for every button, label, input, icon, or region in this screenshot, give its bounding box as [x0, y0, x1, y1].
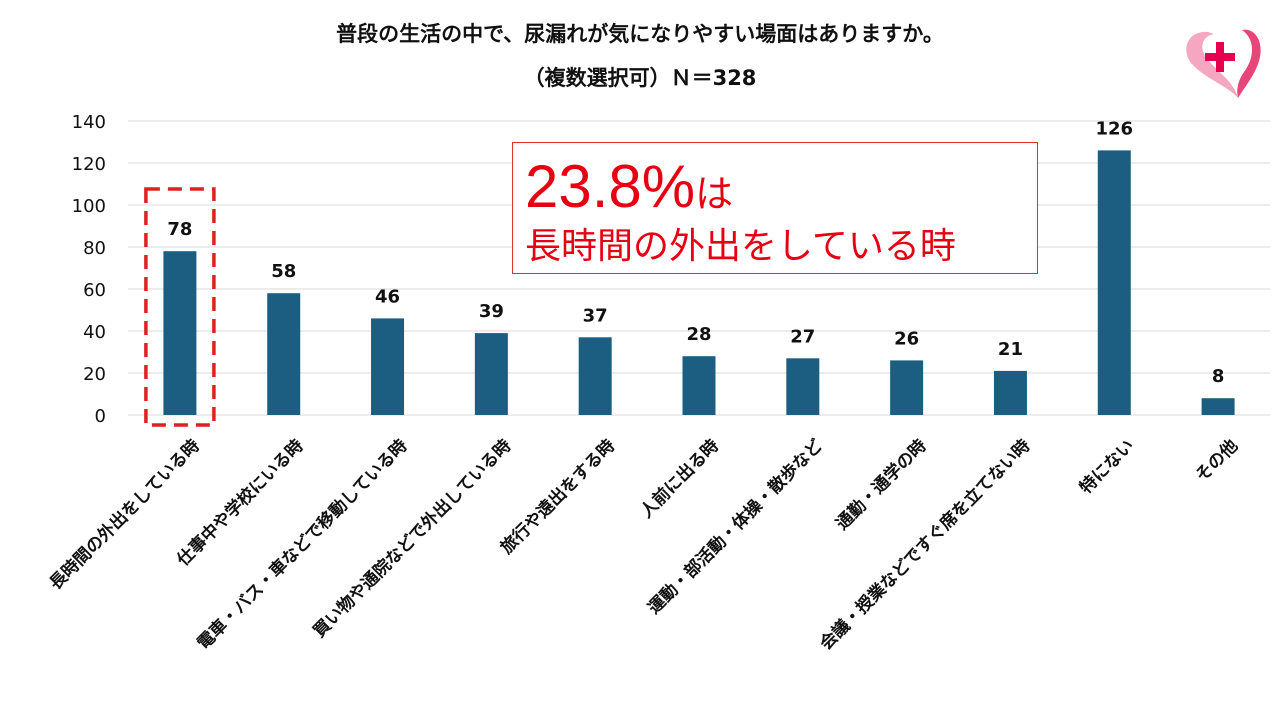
x-tick-label: 電車・バス・車などで移動している時 — [193, 435, 412, 654]
data-label: 27 — [790, 326, 815, 347]
callout-percent: 23.8% — [525, 153, 696, 220]
data-label: 28 — [686, 324, 711, 345]
bar — [1201, 398, 1235, 415]
bar — [371, 318, 405, 415]
data-label: 126 — [1095, 118, 1133, 139]
y-tick-label: 0 — [95, 406, 106, 427]
bar — [578, 337, 612, 415]
data-label: 37 — [583, 305, 608, 326]
y-tick-label: 80 — [83, 238, 106, 259]
callout-headline: 23.8%は — [525, 153, 733, 229]
bar — [993, 370, 1027, 415]
chart-title: 普段の生活の中で、尿漏れが気になりやすい場面はありますか。 — [336, 22, 944, 46]
y-tick-label: 20 — [83, 364, 106, 385]
x-tick-label: 会議・授業などですぐ席を立てない時 — [816, 435, 1035, 654]
data-label: 21 — [998, 339, 1023, 360]
bar — [890, 360, 924, 415]
callout-subtitle: 長時間の外出をしている時 — [525, 226, 956, 267]
plus-heart-logo-icon — [1186, 29, 1261, 98]
bar — [1097, 150, 1131, 415]
x-tick-label: その他 — [1191, 435, 1242, 486]
data-label: 39 — [479, 301, 504, 322]
highlight-box — [144, 187, 216, 427]
x-tick-label: 買い物や通院などで外出している時 — [309, 435, 516, 642]
bar — [786, 358, 820, 415]
x-tick-label: 旅行や遠出をする時 — [496, 435, 619, 558]
y-tick-label: 60 — [83, 280, 106, 301]
callout-box: 23.8%は 長時間の外出をしている時 — [512, 142, 1038, 274]
x-tick-label: 人前に出る時 — [636, 435, 723, 522]
bar — [682, 356, 716, 415]
data-label: 26 — [894, 328, 919, 349]
bar — [267, 293, 301, 415]
data-label: 58 — [271, 261, 296, 282]
chart-subtitle: （複数選択可）Ｎ＝328 — [523, 66, 757, 90]
x-tick-label: 運動・部活動・体操・散歩など — [644, 435, 827, 618]
x-tick-label: 長時間の外出をしている時 — [45, 435, 204, 594]
y-tick-label: 120 — [72, 154, 106, 175]
bar — [163, 251, 197, 415]
y-tick-label: 100 — [72, 196, 106, 217]
x-tick-label: 通勤・通学の時 — [832, 435, 931, 534]
y-tick-label: 40 — [83, 322, 106, 343]
data-label: 46 — [375, 286, 400, 307]
callout-suffix: は — [695, 174, 734, 216]
bar — [474, 333, 508, 415]
data-label: 78 — [167, 219, 192, 240]
y-tick-label: 140 — [72, 112, 106, 133]
data-label: 8 — [1212, 366, 1225, 387]
x-tick-label: 特にない — [1075, 435, 1138, 498]
